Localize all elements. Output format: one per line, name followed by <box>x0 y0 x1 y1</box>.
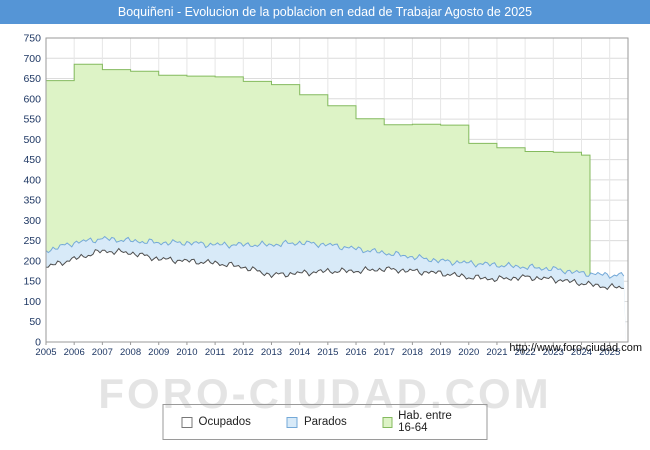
legend-label-hab-16-64: Hab. entre 16-64 <box>398 410 452 434</box>
svg-text:2025: 2025 <box>599 347 620 358</box>
legend-item-parados: Parados <box>286 416 347 428</box>
population-area-chart: 0 50 100 150 200 250 300 350 400 450 500 550 600 650 7… <box>23 33 629 358</box>
title-bar: Boquiñeni - Evolucion de la poblacion en… <box>0 0 650 24</box>
svg-text:2007: 2007 <box>92 347 113 358</box>
source-url: http://www.foro-ciudad.com <box>509 342 642 354</box>
svg-text:2015: 2015 <box>317 347 338 358</box>
chart-legend: Ocupados Parados Hab. entre 16-64 <box>162 404 488 440</box>
svg-text:2006: 2006 <box>64 347 85 358</box>
svg-text:2013: 2013 <box>261 347 282 358</box>
svg-text:2009: 2009 <box>148 347 169 358</box>
svg-text:0: 0 <box>35 337 41 349</box>
svg-text:2019: 2019 <box>430 347 451 358</box>
svg-text:500: 500 <box>23 134 41 146</box>
svg-text:150: 150 <box>23 276 41 288</box>
svg-text:2017: 2017 <box>374 347 395 358</box>
svg-text:2008: 2008 <box>120 347 141 358</box>
svg-text:300: 300 <box>23 215 41 227</box>
svg-text:600: 600 <box>23 93 41 105</box>
chart-title: Boquiñeni - Evolucion de la poblacion en… <box>117 5 533 19</box>
svg-text:350: 350 <box>23 195 41 207</box>
legend-swatch-hab-16-64 <box>382 416 393 428</box>
svg-text:750: 750 <box>23 33 41 45</box>
chart-area: 0 50 100 150 200 250 300 350 400 450 500 550 600 650 7… <box>0 24 650 440</box>
svg-text:2011: 2011 <box>205 347 225 358</box>
legend-swatch-ocupados <box>181 416 193 428</box>
svg-text:2016: 2016 <box>345 347 366 358</box>
svg-text:650: 650 <box>23 73 41 85</box>
svg-text:250: 250 <box>23 235 41 247</box>
svg-text:2014: 2014 <box>289 347 310 358</box>
svg-text:550: 550 <box>23 114 41 126</box>
svg-text:100: 100 <box>23 296 41 308</box>
chart-page: Boquiñeni - Evolucion de la poblacion en… <box>0 0 650 440</box>
svg-text:2020: 2020 <box>458 347 479 358</box>
legend-item-ocupados: Ocupados <box>181 416 251 428</box>
svg-text:50: 50 <box>29 316 41 328</box>
svg-text:200: 200 <box>23 255 41 267</box>
legend-label-ocupados: Ocupados <box>198 416 251 428</box>
svg-text:2005: 2005 <box>35 347 56 358</box>
svg-text:2022: 2022 <box>515 347 536 358</box>
svg-text:2023: 2023 <box>543 347 564 358</box>
legend-item-hab-16-64: Hab. entre 16-64 <box>382 410 469 434</box>
legend-label-parados: Parados <box>303 416 347 428</box>
svg-text:2021: 2021 <box>486 347 507 358</box>
svg-text:2012: 2012 <box>233 347 254 358</box>
svg-text:2024: 2024 <box>571 347 592 358</box>
svg-text:2018: 2018 <box>402 347 423 358</box>
svg-text:2010: 2010 <box>176 347 197 358</box>
svg-text:400: 400 <box>23 174 41 186</box>
legend-swatch-parados <box>286 416 298 428</box>
svg-text:700: 700 <box>23 53 41 65</box>
svg-text:450: 450 <box>23 154 41 166</box>
